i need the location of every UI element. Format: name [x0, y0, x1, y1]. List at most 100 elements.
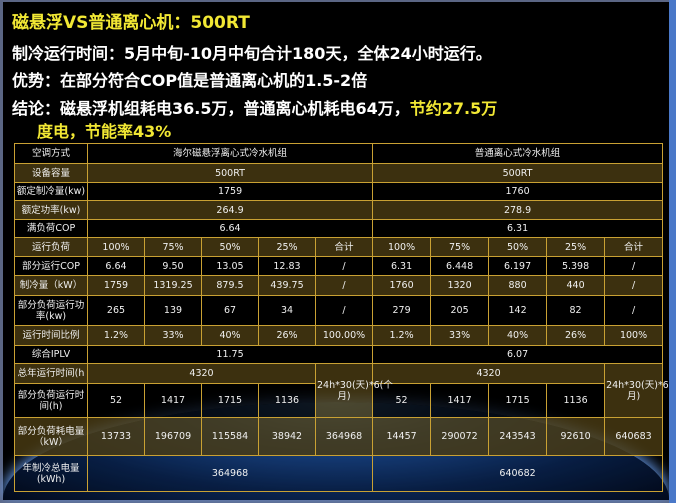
- row-label: 额定制冷量(kw): [14, 182, 88, 201]
- cell: 13.05: [201, 256, 259, 276]
- cell: 1.2%: [87, 325, 145, 346]
- comparison-table: 空调方式 海尔磁悬浮离心式冷水机组 普通离心式冷水机组 设备容量 500RT 500…: [14, 143, 676, 492]
- cell: 4320: [87, 363, 316, 384]
- cell: 100%: [87, 237, 145, 257]
- table-row: 部分负荷耗电量（kW） 13733 196709 115584 38942 364968 1…: [14, 417, 664, 456]
- cell: 14457: [372, 417, 432, 456]
- cell: 1760: [372, 275, 432, 296]
- cell: 11.75: [86, 345, 374, 364]
- table-row: 满负荷COP 6.64 6.31: [14, 219, 664, 238]
- cell: /: [314, 275, 374, 296]
- cell: 1715: [201, 383, 259, 418]
- table-row: 综合IPLV 11.75 6.07: [14, 345, 664, 364]
- row-label: 部分负荷耗电量（kW）: [14, 417, 88, 456]
- cell: 879.5: [201, 275, 259, 296]
- cell: 40%: [201, 325, 259, 346]
- cell: 440: [546, 275, 606, 296]
- runtime-text: 制冷运行时间：5月中旬-10月中旬合计180天，全体24小时运行。: [12, 44, 492, 63]
- cell: 100%: [372, 237, 432, 257]
- cell: 264.9: [86, 200, 374, 220]
- cell: 合计: [314, 237, 374, 257]
- cell: 1136: [258, 383, 316, 418]
- cell: 1.2%: [372, 325, 432, 346]
- cell: /: [604, 256, 664, 276]
- conclusion-text: 结论：磁悬浮机组耗电36.5万，普通离心机耗电64万，节约27.5万: [12, 95, 497, 119]
- row-label: 额定功率(kw): [14, 200, 88, 220]
- cell: 1715: [488, 383, 548, 418]
- cell-note: 24h*30(天)*6(个月): [604, 363, 676, 418]
- row-label: 部分负荷运行时间(h): [14, 383, 88, 418]
- cell: 5.398: [546, 256, 606, 276]
- advantage-text: 优势：在部分符合COP值是普通离心机的1.5-2倍: [12, 71, 368, 90]
- cell-note: 24h*30(天)*6(个月): [314, 363, 393, 418]
- cell: 1760: [372, 182, 664, 201]
- cell: 243543: [488, 417, 548, 456]
- cell: 364968: [86, 455, 374, 492]
- row-label: 部分负荷运行功率(kw): [14, 295, 88, 326]
- cell: 640682: [372, 455, 664, 492]
- cell: 合计: [604, 237, 664, 257]
- table-header-row: 空调方式 海尔磁悬浮离心式冷水机组 普通离心式冷水机组: [14, 143, 664, 164]
- cell: 205: [430, 295, 490, 326]
- cell: 6.64: [86, 219, 374, 238]
- row-label: 年制冷总电量(kWh): [14, 455, 88, 492]
- cell: 500RT: [372, 163, 664, 183]
- cell: /: [314, 256, 374, 276]
- header-unit-b: 普通离心式冷水机组: [372, 143, 664, 164]
- cell: 290072: [430, 417, 490, 456]
- window-edge: [669, 0, 676, 503]
- cell: 9.50: [144, 256, 202, 276]
- cell: 6.197: [488, 256, 548, 276]
- cell: 265: [87, 295, 145, 326]
- table-row: 额定功率(kw) 264.9 278.9: [14, 200, 664, 220]
- cell: 26%: [258, 325, 316, 346]
- cell: 196709: [144, 417, 202, 456]
- row-label: 总年运行时间(h: [14, 363, 88, 384]
- table-row: 设备容量 500RT 500RT: [14, 163, 664, 183]
- cell: 25%: [258, 237, 316, 257]
- row-label: 设备容量: [14, 163, 88, 183]
- cell: 142: [488, 295, 548, 326]
- cell: 6.07: [372, 345, 664, 364]
- cell: 278.9: [372, 200, 664, 220]
- cell: 92610: [546, 417, 606, 456]
- cell: 52: [372, 383, 432, 418]
- slide: 磁悬浮VS普通离心机：500RT 制冷运行时间：5月中旬-10月中旬合计180天…: [3, 2, 676, 500]
- cell: 880: [488, 275, 548, 296]
- row-label: 运行时间比例: [14, 325, 88, 346]
- cell: 40%: [488, 325, 548, 346]
- conclusion-white: 结论：磁悬浮机组耗电36.5万，普通离心机耗电64万，: [12, 99, 410, 118]
- cell: 6.64: [87, 256, 145, 276]
- header-cell: 空调方式: [14, 143, 88, 164]
- cell: 1136: [546, 383, 606, 418]
- cell: 75%: [144, 237, 202, 257]
- row-label: 制冷量（kW）: [14, 275, 88, 296]
- cell: 100.00%: [314, 325, 374, 346]
- table-row: 年制冷总电量(kWh) 364968 640682: [14, 455, 664, 492]
- conclusion-highlight: 节约27.5万: [409, 99, 498, 118]
- cell: 4320: [372, 363, 606, 384]
- row-label: 综合IPLV: [14, 345, 88, 364]
- cell: 1759: [87, 275, 145, 296]
- header-unit-a: 海尔磁悬浮离心式冷水机组: [86, 143, 374, 164]
- table-row: 制冷量（kW） 1759 1319.25 879.5 439.75/1760 1320 88…: [14, 275, 664, 296]
- cell: 67: [201, 295, 259, 326]
- cell: 25%: [546, 237, 606, 257]
- table-row: 部分负荷运行功率(kw) 265 139 67 34/279 205 142 82/: [14, 295, 664, 326]
- cell: 500RT: [86, 163, 374, 183]
- cell: 33%: [144, 325, 202, 346]
- row-label: 运行负荷: [14, 237, 88, 257]
- cell: 139: [144, 295, 202, 326]
- table-row: 运行负荷 100% 75% 50% 25% 合计 100% 75% 50% 25% 合计: [14, 237, 664, 257]
- cell: 115584: [201, 417, 259, 456]
- cell: /: [604, 295, 664, 326]
- table-row: 运行时间比例 1.2% 33% 40% 26% 100.00% 1.2% 33% 40% 26% 1…: [14, 325, 664, 346]
- cell: 1417: [144, 383, 202, 418]
- cell: 6.31: [372, 219, 664, 238]
- conclusion-highlight-2: 度电，节能率43%: [37, 122, 172, 141]
- cell: 279: [372, 295, 432, 326]
- row-label: 满负荷COP: [14, 219, 88, 238]
- cell: 33%: [430, 325, 490, 346]
- cell: 13733: [87, 417, 145, 456]
- cell: 6.31: [372, 256, 432, 276]
